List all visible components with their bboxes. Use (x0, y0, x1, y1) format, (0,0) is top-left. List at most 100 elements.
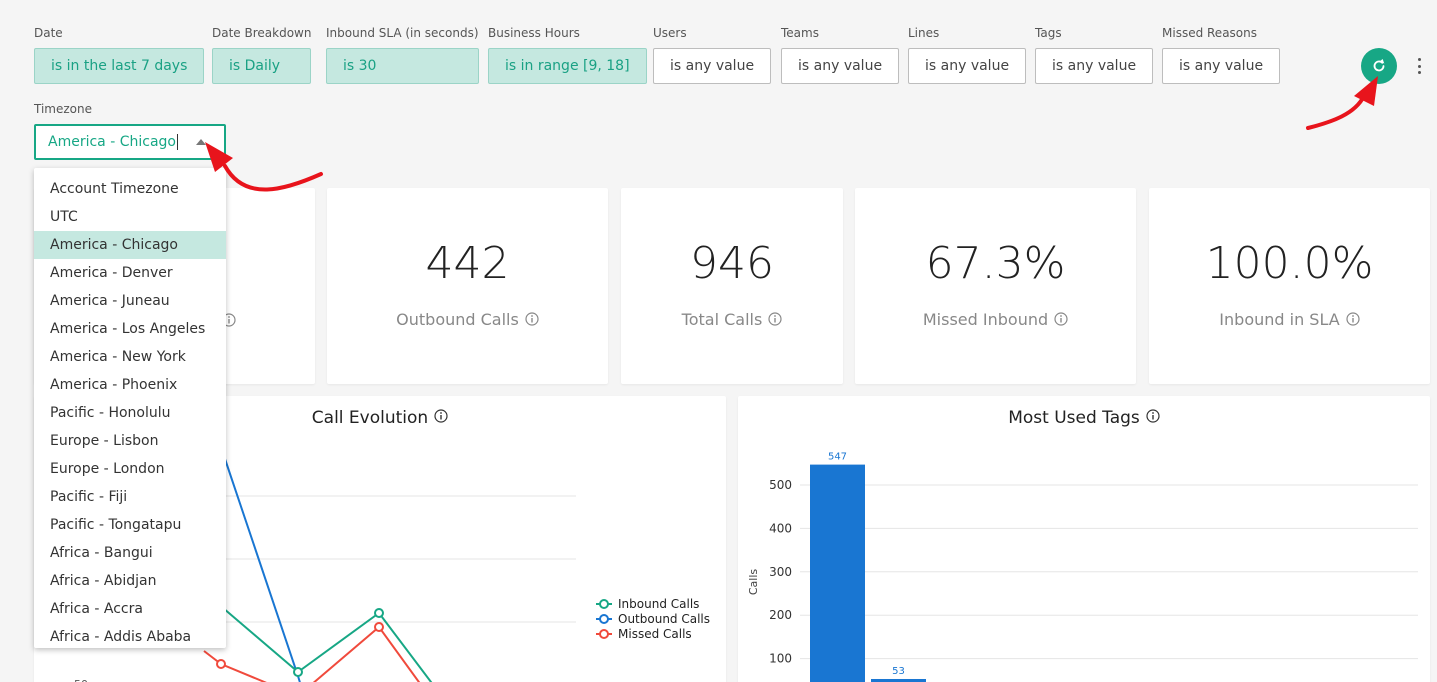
info-icon[interactable] (1146, 408, 1160, 428)
filter-lines: Lines is any value (908, 26, 1027, 84)
y-tick-label: 50 (74, 678, 88, 682)
filter-lines-pill[interactable]: is any value (908, 48, 1027, 84)
filter-tags-pill[interactable]: is any value (1035, 48, 1154, 84)
y-axis-label: Calls (747, 569, 760, 596)
timezone-option[interactable]: America - Denver (50, 265, 173, 281)
filter-label: Missed Reasons (1162, 26, 1257, 40)
bar-value-label: 547 (828, 452, 847, 463)
filter-missed-reasons: Missed Reasons is any value (1162, 26, 1281, 84)
bar-chart: Calls 100 200 300 400 500 547 53 (747, 452, 1418, 682)
timezone-option[interactable]: America - Chicago (34, 231, 226, 259)
y-tick-label: 100 (769, 652, 792, 666)
bar[interactable] (810, 464, 865, 682)
filter-inbound-sla-pill[interactable]: is 30 (326, 48, 479, 84)
timezone-option[interactable]: UTC (50, 209, 78, 225)
metric-label: Inbound in SLA (1149, 310, 1430, 330)
info-icon[interactable] (1054, 311, 1068, 330)
more-vertical-icon (1417, 58, 1421, 61)
metric-value: 67.3% (925, 238, 1066, 289)
metric-card-total-calls: 946 Total Calls (621, 188, 843, 384)
metric-card-outbound-calls: 442 Outbound Calls (327, 188, 608, 384)
metric-value: 100.0% (1205, 238, 1374, 289)
timezone-option[interactable]: Pacific - Honolulu (50, 405, 171, 421)
filter-date: Date is in the last 7 days (34, 26, 205, 84)
info-icon[interactable] (525, 311, 539, 330)
timezone-label: Timezone (34, 102, 92, 116)
filter-business-hours: Business Hours is in range [9, 18] (488, 26, 647, 84)
info-icon[interactable] (768, 311, 782, 330)
metric-label: Outbound Calls (327, 310, 608, 330)
filter-label: Date (34, 26, 63, 40)
filter-date-breakdown-pill[interactable]: is Daily (212, 48, 312, 84)
legend-label: Outbound Calls (618, 612, 710, 626)
series-outbound-line (223, 455, 301, 682)
metric-value: 946 (690, 238, 774, 289)
bar-value-label: 53 (892, 666, 905, 677)
metric-label: Total Calls (621, 310, 843, 330)
refresh-icon (1373, 58, 1385, 72)
info-icon[interactable] (1346, 311, 1360, 330)
timezone-option[interactable]: Pacific - Fiji (50, 489, 128, 505)
filter-teams-pill[interactable]: is any value (781, 48, 900, 84)
metric-card-missed-inbound: 67.3% Missed Inbound (855, 188, 1136, 384)
timezone-option[interactable]: Pacific - Tongatapu (50, 517, 182, 533)
refresh-button[interactable] (1361, 48, 1397, 84)
legend-label: Inbound Calls (618, 597, 699, 611)
timezone-dropdown[interactable]: Account Timezone UTC America - Chicago Amer… (34, 168, 226, 648)
timezone-option[interactable]: Africa - Addis Ababa (50, 629, 192, 645)
timezone-option[interactable]: Europe - London (50, 461, 165, 477)
timezone-option[interactable]: Africa - Accra (50, 601, 143, 617)
filter-business-hours-pill[interactable]: is in range [9, 18] (488, 48, 647, 84)
metric-label: Missed Inbound (855, 310, 1136, 330)
missed-point (374, 622, 384, 632)
bar[interactable] (871, 678, 926, 682)
timezone-option[interactable]: America - Juneau (50, 293, 170, 309)
panel-title: Most Used Tags (738, 408, 1430, 428)
filter-users: Users is any value (653, 26, 772, 84)
legend-item-inbound[interactable]: Inbound Calls (596, 597, 699, 611)
legend: Inbound Calls Outbound Calls Missed Call… (596, 597, 710, 641)
filter-tags: Tags is any value (1035, 26, 1154, 84)
timezone-option[interactable]: America - Los Angeles (50, 321, 206, 337)
timezone-select[interactable]: America - Chicago (34, 124, 226, 160)
y-tick-label: 500 (769, 478, 792, 492)
inbound-point (293, 667, 303, 677)
legend-item-missed[interactable]: Missed Calls (596, 627, 692, 641)
filter-teams: Teams is any value (781, 26, 900, 84)
metric-value: 442 (425, 238, 510, 289)
y-tick-label: 200 (769, 608, 792, 622)
filter-missed-reasons-pill[interactable]: is any value (1162, 48, 1281, 84)
more-options-button[interactable] (1411, 56, 1427, 76)
filter-label: Lines (908, 26, 940, 40)
filter-users-pill[interactable]: is any value (653, 48, 772, 84)
y-tick-label: 300 (769, 565, 792, 579)
inbound-point (374, 608, 384, 618)
filter-date-breakdown: Date Breakdown is Daily (212, 26, 312, 84)
filter-date-pill[interactable]: is in the last 7 days (34, 48, 205, 84)
timezone-option[interactable]: Account Timezone (50, 181, 179, 197)
filter-label: Inbound SLA (in seconds) (326, 26, 479, 40)
y-tick-label: 400 (769, 521, 792, 535)
timezone-option[interactable]: Africa - Abidjan (50, 573, 157, 589)
timezone-option[interactable]: America - New York (50, 349, 186, 365)
series-missed-line (203, 625, 421, 682)
legend-item-outbound[interactable]: Outbound Calls (596, 612, 710, 626)
filter-label: Business Hours (488, 26, 580, 40)
filter-label: Tags (1035, 26, 1062, 40)
text-cursor (176, 134, 178, 150)
most-used-tags-panel: Most Used Tags Calls 100 200 300 400 500 547 5… (738, 396, 1430, 682)
filter-label: Teams (781, 26, 819, 40)
panel-title: Call Evolution (34, 408, 726, 428)
filter-label: Users (653, 26, 687, 40)
timezone-option[interactable]: Africa - Bangui (50, 545, 153, 561)
filter-label: Date Breakdown (212, 26, 312, 40)
timezone-value: America - Chicago (48, 134, 176, 150)
info-icon[interactable] (434, 408, 448, 428)
timezone-option[interactable]: Europe - Lisbon (50, 433, 159, 449)
filter-inbound-sla: Inbound SLA (in seconds) is 30 (326, 26, 479, 84)
metric-card-inbound-in-sla: 100.0% Inbound in SLA (1149, 188, 1430, 384)
caret-up-icon[interactable] (196, 139, 206, 145)
line-chart: 50 Inbound Calls Outbound Calls Missed C… (74, 455, 710, 682)
legend-label: Missed Calls (618, 627, 692, 641)
timezone-option[interactable]: America - Phoenix (50, 377, 178, 393)
